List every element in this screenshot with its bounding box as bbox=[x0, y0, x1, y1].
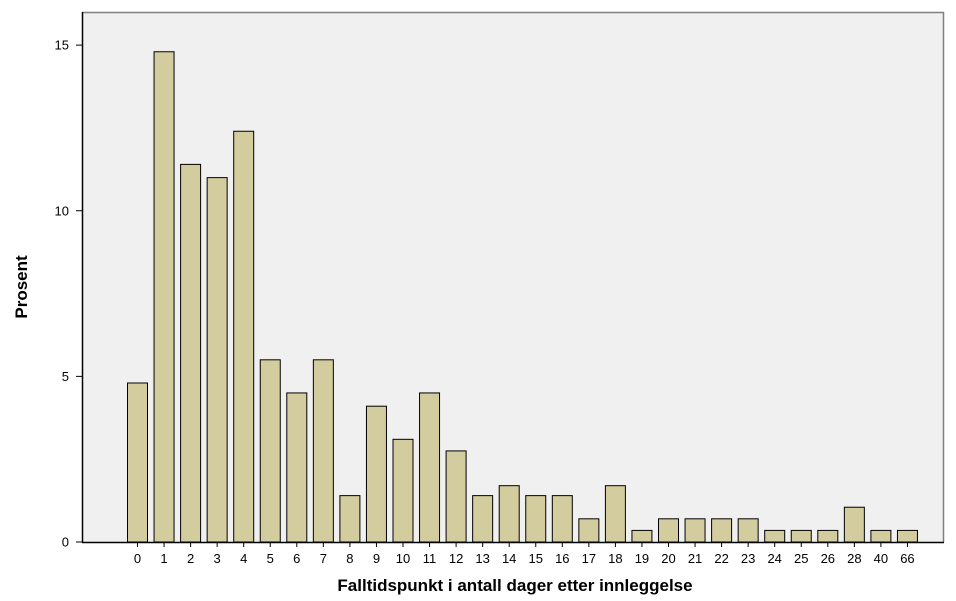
x-tick-label: 21 bbox=[688, 551, 702, 566]
y-tick-label: 15 bbox=[55, 38, 69, 53]
bar-22 bbox=[711, 518, 733, 543]
bar-10 bbox=[392, 438, 414, 543]
x-tick-label: 2 bbox=[187, 551, 194, 566]
x-tick-label: 23 bbox=[741, 551, 755, 566]
bar-19 bbox=[631, 529, 653, 543]
bar-66 bbox=[896, 529, 918, 543]
bar-7 bbox=[312, 359, 334, 543]
y-tick-label: 10 bbox=[55, 203, 69, 218]
bar-20 bbox=[658, 518, 679, 543]
x-tick-label: 1 bbox=[160, 551, 167, 566]
x-tick-label: 5 bbox=[267, 551, 274, 566]
bar-11 bbox=[419, 392, 441, 543]
y-axis: 0 5 10 15 bbox=[55, 12, 84, 550]
bar-5 bbox=[259, 359, 281, 543]
bar-16 bbox=[551, 495, 573, 543]
bar-2 bbox=[180, 163, 202, 543]
x-tick-label: 7 bbox=[320, 551, 327, 566]
x-tick-label: 24 bbox=[767, 551, 781, 566]
y-tick-label: 0 bbox=[62, 535, 69, 550]
bar-13 bbox=[472, 495, 494, 543]
x-tick-label: 66 bbox=[900, 551, 914, 566]
bar-28 bbox=[843, 506, 865, 543]
y-tick-label: 5 bbox=[62, 369, 69, 384]
x-tick-label: 14 bbox=[502, 551, 516, 566]
x-tick-label: 15 bbox=[529, 551, 543, 566]
bar-14 bbox=[498, 485, 520, 543]
bar-40 bbox=[870, 529, 892, 543]
x-axis-title: Falltidspunkt i antall dager etter innle… bbox=[337, 576, 692, 595]
x-tick-label: 8 bbox=[346, 551, 353, 566]
x-tick-label: 26 bbox=[821, 551, 835, 566]
x-tick-label: 16 bbox=[555, 551, 569, 566]
bar-25 bbox=[790, 529, 812, 543]
x-tick-label: 20 bbox=[661, 551, 675, 566]
x-tick-label: 10 bbox=[396, 551, 410, 566]
bar-0 bbox=[127, 382, 148, 543]
bar-26 bbox=[817, 529, 839, 543]
x-tick-label: 40 bbox=[874, 551, 888, 566]
x-tick-label: 25 bbox=[794, 551, 808, 566]
bar-17 bbox=[578, 518, 600, 543]
x-tick-label: 0 bbox=[134, 551, 141, 566]
bar-24 bbox=[764, 529, 786, 543]
bar-6 bbox=[286, 392, 308, 543]
x-tick-label: 12 bbox=[449, 551, 463, 566]
bar-23 bbox=[737, 518, 759, 543]
bar-18 bbox=[604, 485, 626, 543]
bar-12 bbox=[445, 450, 467, 543]
x-tick-label: 3 bbox=[214, 551, 221, 566]
x-axis: 0 1 2 3 4 5 6 7 8 9 10 11 12 13 14 15 16 17 18 19 20 21 22 23 24… bbox=[82, 541, 944, 566]
x-tick-label: 4 bbox=[240, 551, 247, 566]
x-tick-label: 17 bbox=[582, 551, 596, 566]
x-tick-label: 22 bbox=[714, 551, 728, 566]
bar-8 bbox=[339, 495, 361, 543]
x-tick-label: 11 bbox=[423, 551, 437, 566]
bar-1 bbox=[153, 51, 175, 543]
bar-4 bbox=[233, 130, 255, 543]
bar-21 bbox=[684, 518, 706, 543]
y-axis-title: Prosent bbox=[12, 255, 31, 319]
bar-9 bbox=[365, 405, 387, 543]
x-tick-label: 6 bbox=[293, 551, 300, 566]
x-tick-label: 28 bbox=[847, 551, 861, 566]
bar-3 bbox=[206, 177, 228, 543]
bar-15 bbox=[525, 495, 547, 543]
x-tick-label: 18 bbox=[608, 551, 622, 566]
x-tick-label: 13 bbox=[475, 551, 489, 566]
x-tick-label: 9 bbox=[373, 551, 380, 566]
x-tick-label: 19 bbox=[635, 551, 649, 566]
